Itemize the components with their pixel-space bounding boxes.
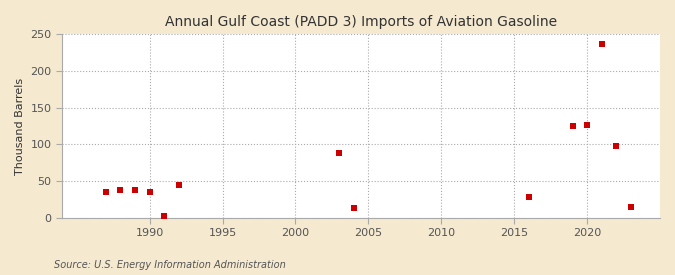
- Y-axis label: Thousand Barrels: Thousand Barrels: [15, 77, 25, 175]
- Point: [144, 190, 155, 194]
- Point: [115, 188, 126, 192]
- Point: [596, 42, 607, 46]
- Point: [523, 195, 534, 199]
- Point: [626, 205, 637, 210]
- Point: [348, 206, 359, 210]
- Point: [582, 123, 593, 127]
- Point: [130, 188, 140, 193]
- Text: Source: U.S. Energy Information Administration: Source: U.S. Energy Information Administ…: [54, 260, 286, 270]
- Title: Annual Gulf Coast (PADD 3) Imports of Aviation Gasoline: Annual Gulf Coast (PADD 3) Imports of Av…: [165, 15, 557, 29]
- Point: [101, 190, 111, 194]
- Point: [159, 214, 169, 218]
- Point: [173, 183, 184, 188]
- Point: [333, 151, 344, 155]
- Point: [567, 124, 578, 128]
- Point: [611, 144, 622, 149]
